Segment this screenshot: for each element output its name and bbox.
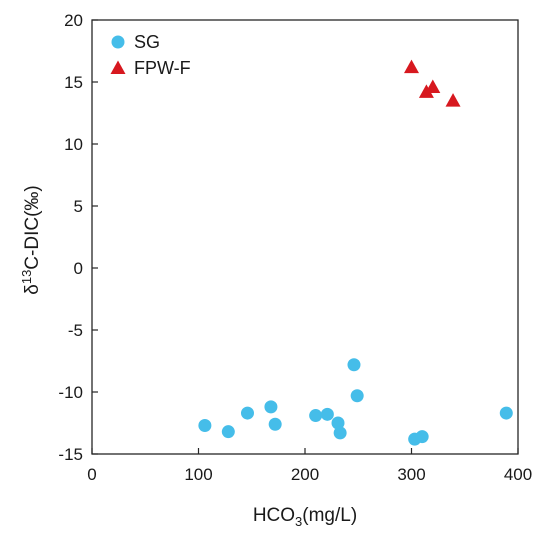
y-tick-label: 10 [64, 135, 83, 154]
point-sg [331, 416, 345, 430]
axes [91, 19, 519, 455]
x-tick-label: 0 [87, 465, 96, 484]
point-sg [198, 418, 212, 432]
x-tick-label: 200 [291, 465, 319, 484]
point-fpw-f [404, 59, 419, 74]
point-sg [415, 430, 429, 444]
y-tick-label: -15 [58, 445, 83, 464]
data-points [198, 59, 513, 446]
y-tick-label: 0 [74, 259, 83, 278]
x-ticks: 0 100 200 300 400 [87, 448, 532, 484]
x-tick-label: 400 [504, 465, 532, 484]
y-ticks: -15 -10 -5 0 5 10 15 20 [58, 11, 98, 464]
legend-marker-fpw-f [110, 60, 126, 74]
point-sg [499, 406, 513, 420]
plot-frame [91, 19, 519, 455]
y-tick-label: 5 [74, 197, 83, 216]
point-sg [240, 406, 254, 420]
legend: SG FPW-F [110, 32, 191, 78]
point-sg [320, 407, 334, 421]
y-axis-title: δ13C-DIC(‰) [19, 185, 43, 294]
legend-label-sg: SG [134, 32, 160, 52]
x-axis-title: HCO3(mg/L) [253, 505, 357, 529]
legend-label-fpw-f: FPW-F [134, 58, 191, 78]
point-sg [221, 425, 235, 439]
x-tick-label: 100 [184, 465, 212, 484]
point-sg [268, 417, 282, 431]
point-fpw-f [445, 93, 461, 107]
legend-marker-sg [111, 35, 125, 49]
y-tick-label: -10 [58, 383, 83, 402]
point-sg [350, 389, 364, 403]
point-sg [309, 409, 323, 423]
point-sg [264, 400, 278, 414]
y-tick-label: -5 [68, 321, 83, 340]
y-tick-label: 15 [64, 73, 83, 92]
y-tick-label: 20 [64, 11, 83, 30]
point-fpw-f [425, 79, 441, 93]
x-tick-label: 300 [397, 465, 425, 484]
point-sg [347, 358, 361, 372]
point-sg [333, 426, 347, 440]
